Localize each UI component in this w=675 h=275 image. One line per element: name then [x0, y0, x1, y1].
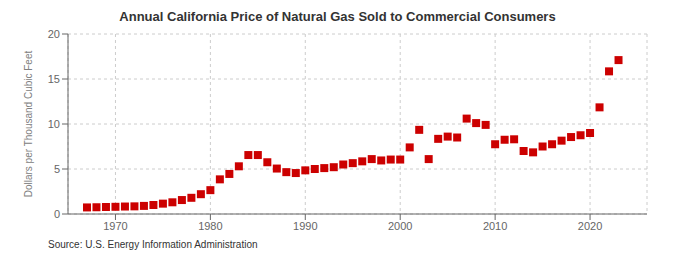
svg-text:2010: 2010: [483, 220, 507, 232]
svg-text:2020: 2020: [578, 220, 602, 232]
svg-text:5: 5: [54, 163, 60, 175]
svg-text:15: 15: [48, 73, 60, 85]
svg-text:1990: 1990: [293, 220, 317, 232]
svg-text:2000: 2000: [388, 220, 412, 232]
html-text:Source: U.S. Energy Informatio: Source: U.S. Energy Information Administ…: [48, 239, 258, 250]
svg-text:20: 20: [48, 28, 60, 40]
svg-text:0: 0: [54, 208, 60, 220]
html-text:Annual California Price of Nat: Annual California Price of Natural Gas S…: [119, 9, 556, 24]
svg-text:Dollars per Thousand Cubic Fee: Dollars per Thousand Cubic Feet: [23, 51, 34, 198]
svg-text:10: 10: [48, 118, 60, 130]
svg-text:1970: 1970: [103, 220, 127, 232]
svg-text:1980: 1980: [198, 220, 222, 232]
